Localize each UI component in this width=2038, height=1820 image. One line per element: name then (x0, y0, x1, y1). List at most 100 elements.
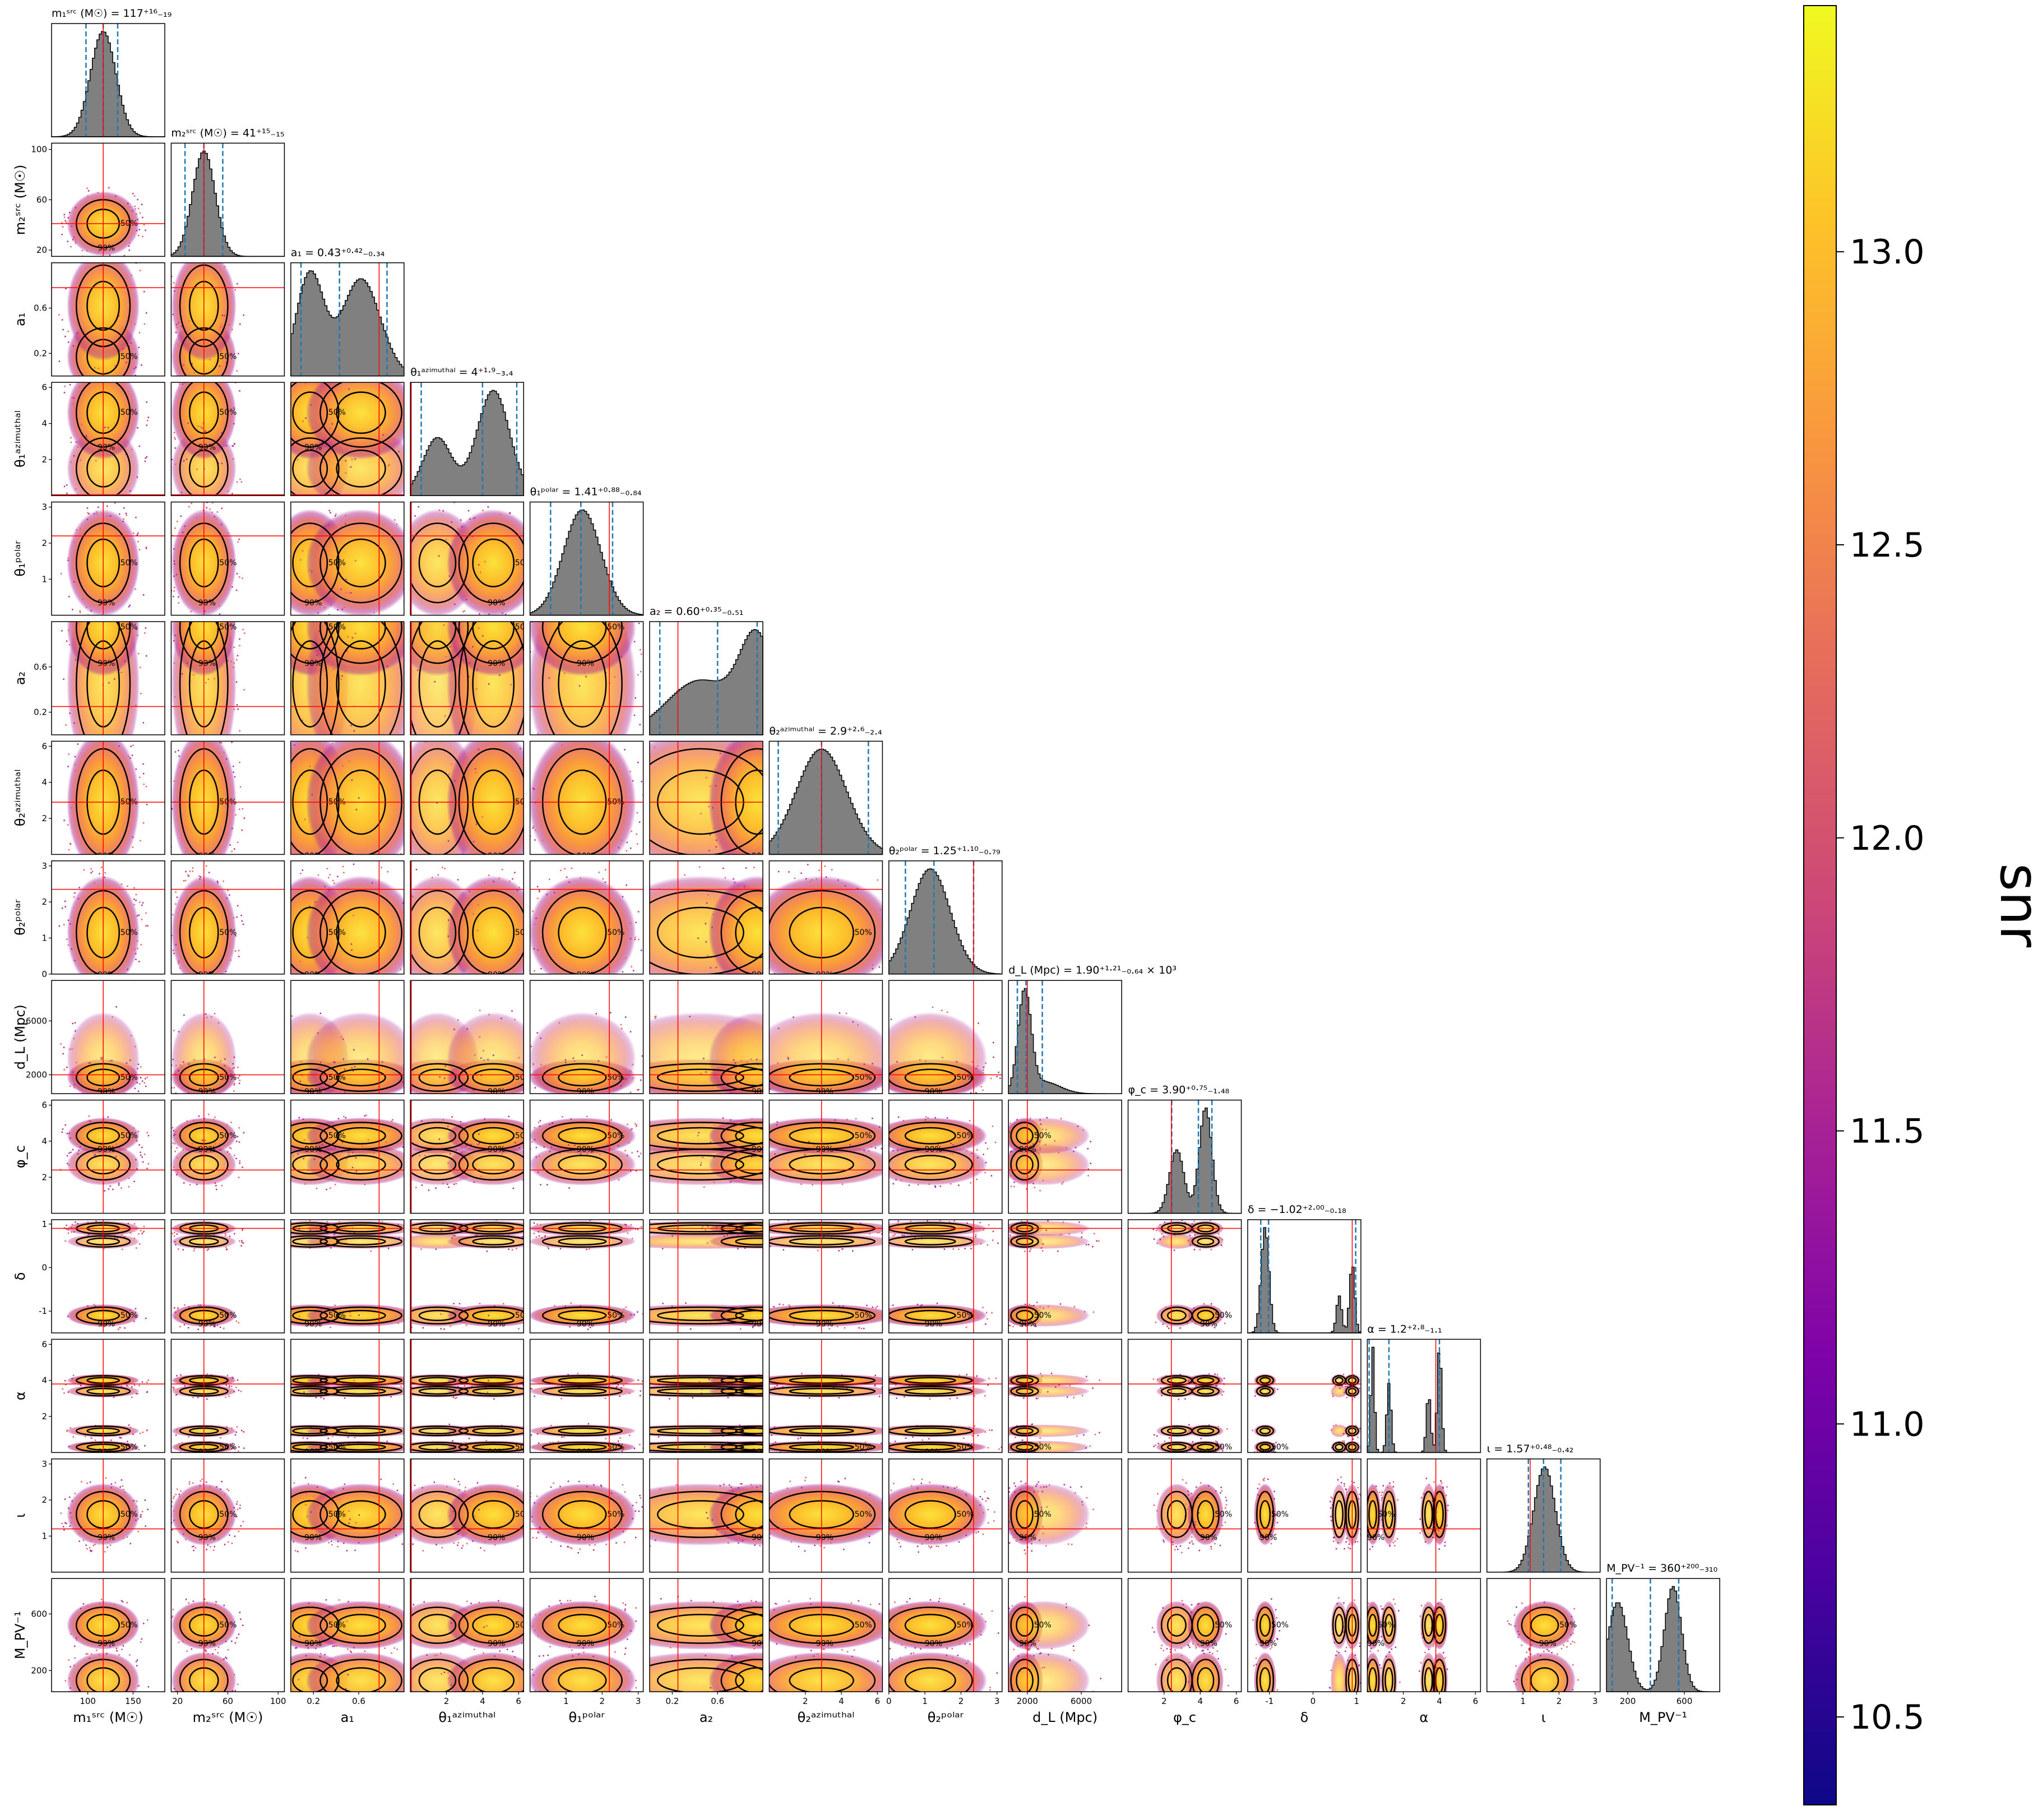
outlier-point-16 (137, 947, 138, 950)
outlier-point-32 (233, 646, 235, 648)
panel-frame (170, 501, 285, 616)
outlier-point-49 (120, 1437, 122, 1439)
contour-label-50: 50% (855, 1443, 872, 1452)
outlier-point-39 (326, 1384, 327, 1386)
outlier-point-58 (280, 849, 281, 851)
outlier-point-45 (758, 1374, 759, 1376)
outlier-point-28 (722, 1435, 724, 1437)
outlier-point-29 (140, 666, 141, 669)
outlier-point-7 (620, 589, 622, 591)
outlier-point-52 (75, 1062, 77, 1063)
outlier-point-23 (451, 1237, 453, 1239)
contour-50-0 (418, 1068, 457, 1087)
outlier-point-46 (1193, 1249, 1196, 1251)
outlier-point-37 (205, 682, 207, 684)
outlier-point-42 (618, 743, 620, 745)
ytick-label-th1pol: 3 (41, 502, 47, 512)
outlier-point-42 (983, 1066, 985, 1068)
outlier-point-51 (1092, 1311, 1095, 1313)
outlier-point-37 (271, 1395, 272, 1396)
outlier-point-37 (309, 1247, 311, 1249)
outlier-point-50 (1161, 1233, 1163, 1235)
outlier-point-8 (984, 1395, 986, 1397)
outlier-point-54 (903, 1235, 905, 1237)
outlier-point-57 (189, 870, 191, 872)
outlier-point-15 (621, 1326, 623, 1327)
outlier-point-41 (146, 401, 148, 403)
outlier-point-1 (509, 881, 511, 882)
outlier-point-55 (780, 976, 781, 978)
outlier-point-33 (73, 1038, 75, 1040)
ytick-label-phic: 6 (41, 1100, 47, 1110)
outlier-point-52 (173, 432, 175, 433)
outlier-point-39 (233, 1391, 235, 1393)
outlier-point-37 (442, 1119, 444, 1121)
contour-90-2 (541, 1386, 623, 1397)
outlier-point-18 (63, 1046, 65, 1049)
outlier-point-28 (176, 1147, 178, 1149)
outlier-point-9 (783, 981, 785, 983)
outlier-point-16 (416, 983, 418, 984)
outlier-point-13 (211, 1374, 213, 1376)
outlier-point-55 (1216, 1385, 1218, 1387)
outlier-point-8 (449, 646, 451, 647)
outlier-point-52 (104, 1236, 106, 1238)
outlier-point-23 (109, 515, 112, 517)
outlier-point-36 (188, 1436, 189, 1438)
outlier-point-30 (315, 617, 317, 619)
outlier-point-52 (831, 1237, 832, 1238)
outlier-point-47 (179, 605, 181, 606)
outlier-point-17 (351, 1166, 354, 1169)
contour-50-5 (735, 1427, 763, 1434)
panel-frame (649, 980, 763, 1094)
panel-frame (51, 262, 165, 377)
outlier-point-50 (353, 1049, 355, 1051)
outlier-point-5 (977, 1434, 979, 1437)
outlier-point-42 (622, 896, 624, 897)
outlier-point-48 (544, 1236, 545, 1238)
outlier-point-39 (765, 982, 767, 984)
outlier-point-57 (451, 521, 453, 523)
outlier-point-49 (541, 540, 543, 542)
outlier-point-12 (321, 461, 323, 463)
outlier-point-57 (212, 1119, 215, 1120)
outlier-point-4 (837, 879, 839, 881)
panel-frame (888, 980, 1003, 1094)
outlier-point-30 (638, 1089, 640, 1091)
outlier-point-17 (133, 887, 135, 889)
outlier-point-50 (627, 1155, 628, 1156)
outlier-point-24 (845, 1012, 847, 1015)
outlier-point-0 (106, 505, 108, 507)
outlier-point-44 (615, 1386, 618, 1388)
outlier-point-2 (178, 962, 179, 964)
outlier-point-38 (135, 366, 137, 368)
outlier-point-44 (238, 950, 240, 952)
outlier-point-44 (289, 1151, 291, 1153)
outlier-point-42 (302, 420, 304, 422)
outlier-point-41 (982, 1072, 984, 1074)
outlier-point-36 (217, 462, 219, 464)
outlier-point-56 (276, 758, 278, 760)
outlier-point-38 (511, 1249, 513, 1251)
scatter-panel-a1-phic: 50%90% (289, 1099, 405, 1214)
outlier-point-49 (464, 1385, 466, 1387)
outlier-point-20 (647, 811, 649, 812)
outlier-point-37 (834, 1119, 836, 1121)
contour-label-50: 50% (328, 623, 346, 632)
outlier-point-9 (216, 881, 219, 882)
outlier-point-32 (526, 1382, 528, 1384)
outlier-point-38 (953, 1220, 955, 1222)
panel-frame (170, 621, 285, 735)
outlier-point-43 (302, 1234, 304, 1236)
outlier-point-9 (646, 1222, 647, 1224)
outlier-point-23 (122, 505, 123, 507)
outlier-point-47 (1041, 1250, 1044, 1252)
outlier-point-9 (174, 800, 175, 803)
contour-50-3 (336, 622, 386, 650)
hist-panel-delta: δ = −1.02⁺²·⁰⁰₋₀.₁₈ (1247, 1203, 1361, 1333)
outlier-point-52 (100, 1143, 101, 1145)
contour-label-90: 90% (98, 1087, 115, 1096)
outlier-point-59 (537, 733, 539, 735)
contour-label-50: 50% (219, 558, 237, 567)
outlier-point-53 (1221, 1239, 1224, 1240)
